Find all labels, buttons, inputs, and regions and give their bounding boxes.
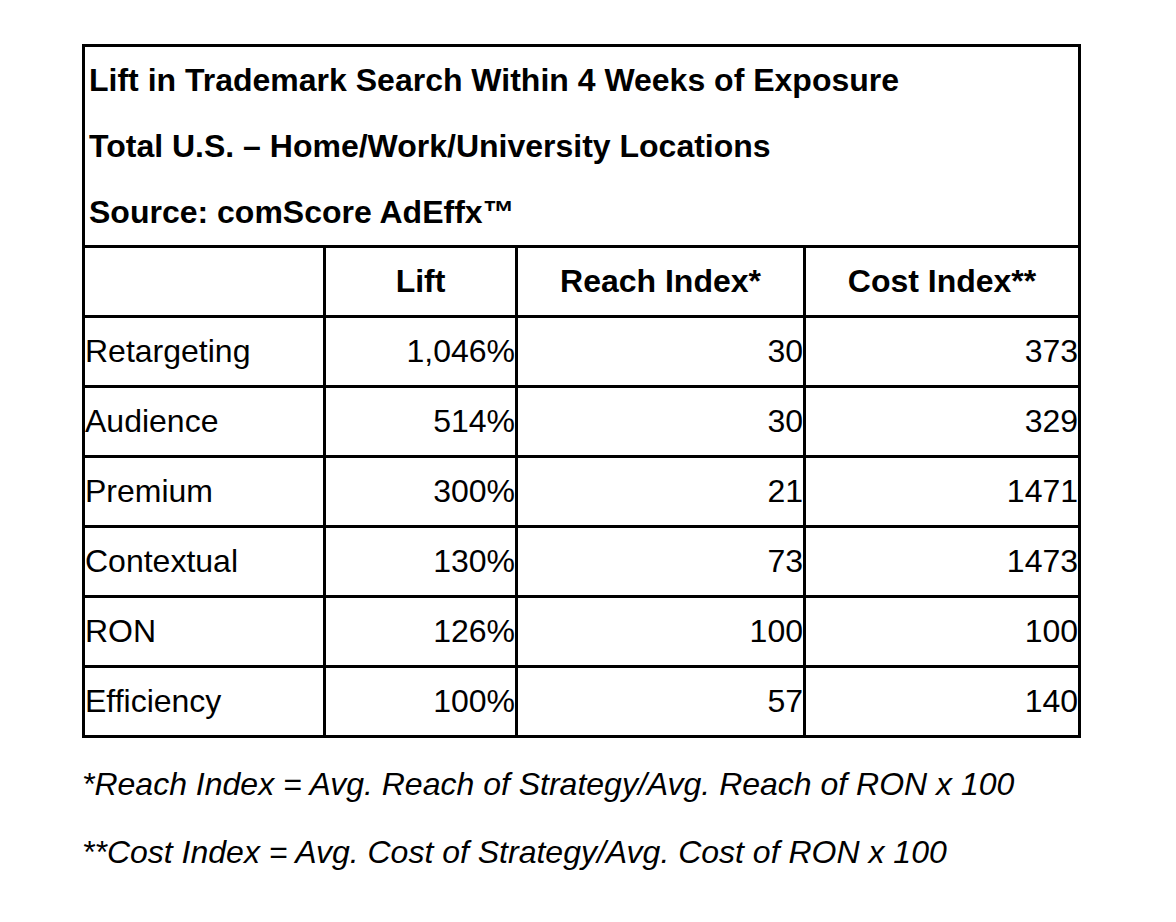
lift-value: 130%	[325, 527, 517, 597]
reach-index-value: 21	[517, 457, 805, 527]
cost-index-value: 140	[805, 667, 1080, 737]
table-row-audience: Audience 514% 30 329	[84, 387, 1080, 457]
lift-value: 100%	[325, 667, 517, 737]
cost-index-value: 1473	[805, 527, 1080, 597]
footnotes: *Reach Index = Avg. Reach of Strategy/Av…	[82, 750, 1014, 886]
column-header-empty	[84, 247, 325, 317]
footnote-reach-index: *Reach Index = Avg. Reach of Strategy/Av…	[82, 750, 1014, 818]
row-label: Retargeting	[84, 317, 325, 387]
row-label: Premium	[84, 457, 325, 527]
table-row-contextual: Contextual 130% 73 1473	[84, 527, 1080, 597]
column-header-reach-index: Reach Index*	[517, 247, 805, 317]
column-header-cost-index: Cost Index**	[805, 247, 1080, 317]
row-label: RON	[84, 597, 325, 667]
table-title-row: Lift in Trademark Search Within 4 Weeks …	[84, 46, 1080, 247]
column-header-lift: Lift	[325, 247, 517, 317]
reach-index-value: 30	[517, 317, 805, 387]
table-title-block: Lift in Trademark Search Within 4 Weeks …	[84, 46, 1080, 247]
lift-value: 126%	[325, 597, 517, 667]
cost-index-value: 1471	[805, 457, 1080, 527]
footnote-cost-index: **Cost Index = Avg. Cost of Strategy/Avg…	[82, 818, 1014, 886]
reach-index-value: 100	[517, 597, 805, 667]
table-row-ron: RON 126% 100 100	[84, 597, 1080, 667]
lift-value: 300%	[325, 457, 517, 527]
row-label: Audience	[84, 387, 325, 457]
cost-index-value: 100	[805, 597, 1080, 667]
reach-index-value: 30	[517, 387, 805, 457]
lift-value: 514%	[325, 387, 517, 457]
table-row-efficiency: Efficiency 100% 57 140	[84, 667, 1080, 737]
table-title: Lift in Trademark Search Within 4 Weeks …	[89, 47, 1078, 113]
table-header-row: Lift Reach Index* Cost Index**	[84, 247, 1080, 317]
page: { "chart_data": { "type": "table", "titl…	[0, 0, 1176, 922]
lift-in-trademark-search-table: Lift in Trademark Search Within 4 Weeks …	[82, 44, 1081, 738]
row-label: Contextual	[84, 527, 325, 597]
table-row-premium: Premium 300% 21 1471	[84, 457, 1080, 527]
reach-index-value: 57	[517, 667, 805, 737]
reach-index-value: 73	[517, 527, 805, 597]
cost-index-value: 329	[805, 387, 1080, 457]
cost-index-value: 373	[805, 317, 1080, 387]
table-subtitle: Total U.S. – Home/Work/University Locati…	[89, 113, 1078, 179]
table-source: Source: comScore AdEffx™	[89, 179, 1078, 245]
lift-value: 1,046%	[325, 317, 517, 387]
table-row-retargeting: Retargeting 1,046% 30 373	[84, 317, 1080, 387]
row-label: Efficiency	[84, 667, 325, 737]
